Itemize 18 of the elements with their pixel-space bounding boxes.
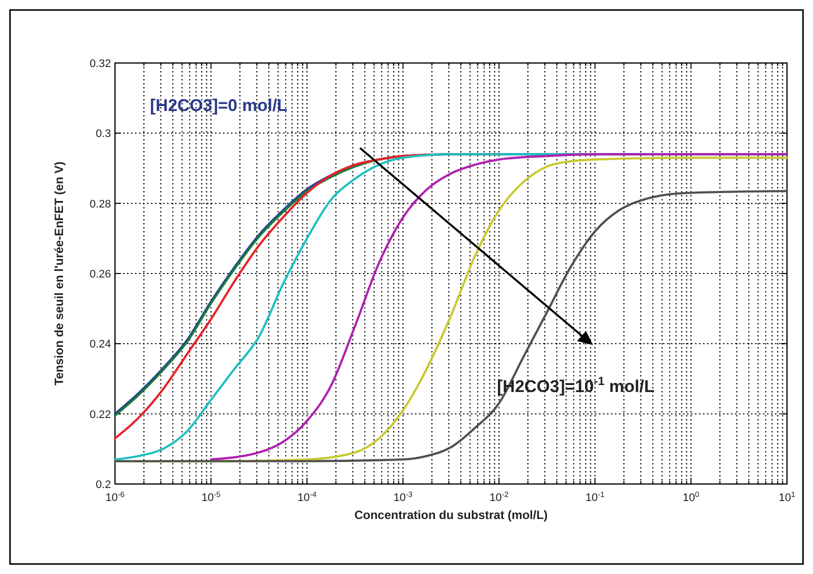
x-tick-label: 10$^{-1}$ [585,490,605,504]
y-tick-label: 0.26 [90,268,111,280]
y-tick-label: 0.3 [96,128,111,140]
x-tick-label: 10$^{1}$ [778,490,796,504]
x-tick-label: 10$^{-3}$ [393,490,413,504]
x-tick-label: 10$^{-4}$ [297,490,318,504]
y-tick-label: 0.2 [96,479,111,491]
annotation: [H2CO3]=0 mol/L [150,96,288,115]
y-axis-title: Tension de seuil en l'urée-EnFET (en V) [52,162,66,386]
y-tick-label: 0.32 [90,58,111,70]
y-tick-label: 0.22 [90,408,111,421]
y-tick-label: 0.28 [90,198,111,210]
y-tick-label: 0.24 [90,338,111,351]
x-tick-label: 10$^{-5}$ [201,490,221,504]
x-tick-label: 10$^{0}$ [682,490,700,504]
x-axis-title: Concentration du substrat (mol/L) [354,508,548,522]
x-tick-label: 10$^{-6}$ [105,490,125,504]
x-tick-label: 10$^{-2}$ [489,490,509,504]
